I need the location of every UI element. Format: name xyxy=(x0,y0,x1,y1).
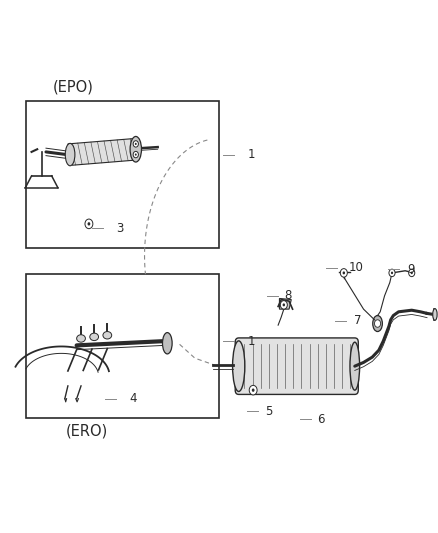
Circle shape xyxy=(249,385,257,395)
Circle shape xyxy=(252,389,254,392)
Text: 6: 6 xyxy=(318,413,325,426)
Circle shape xyxy=(391,272,393,274)
Text: (EPO): (EPO) xyxy=(53,80,93,95)
Circle shape xyxy=(133,141,138,147)
FancyBboxPatch shape xyxy=(235,338,358,394)
Ellipse shape xyxy=(373,316,382,332)
Circle shape xyxy=(133,151,138,158)
Ellipse shape xyxy=(103,332,112,339)
Circle shape xyxy=(135,143,137,145)
Circle shape xyxy=(280,301,287,309)
Ellipse shape xyxy=(433,309,437,320)
Ellipse shape xyxy=(65,143,75,166)
Text: 8: 8 xyxy=(285,289,292,302)
Text: 5: 5 xyxy=(265,405,272,418)
Circle shape xyxy=(389,269,395,277)
Text: 3: 3 xyxy=(116,222,124,235)
Text: 1: 1 xyxy=(247,335,255,348)
Circle shape xyxy=(88,222,90,225)
Circle shape xyxy=(374,320,381,327)
Circle shape xyxy=(340,269,347,277)
Circle shape xyxy=(343,271,345,274)
Bar xyxy=(26,274,219,418)
Circle shape xyxy=(409,269,415,277)
Text: 1: 1 xyxy=(247,148,255,161)
Circle shape xyxy=(411,272,413,274)
Text: 4: 4 xyxy=(129,392,137,405)
Polygon shape xyxy=(68,139,138,165)
Ellipse shape xyxy=(162,333,172,354)
Polygon shape xyxy=(279,298,291,309)
Circle shape xyxy=(85,219,93,229)
Ellipse shape xyxy=(130,136,141,162)
Circle shape xyxy=(283,303,285,306)
Ellipse shape xyxy=(233,341,245,391)
Bar xyxy=(26,101,219,248)
Circle shape xyxy=(135,154,137,156)
Text: 9: 9 xyxy=(407,263,415,276)
Ellipse shape xyxy=(350,342,360,390)
Ellipse shape xyxy=(90,333,99,341)
Text: 10: 10 xyxy=(348,261,363,274)
Ellipse shape xyxy=(77,335,85,342)
Text: 7: 7 xyxy=(354,314,361,327)
Text: (ERO): (ERO) xyxy=(66,424,108,439)
